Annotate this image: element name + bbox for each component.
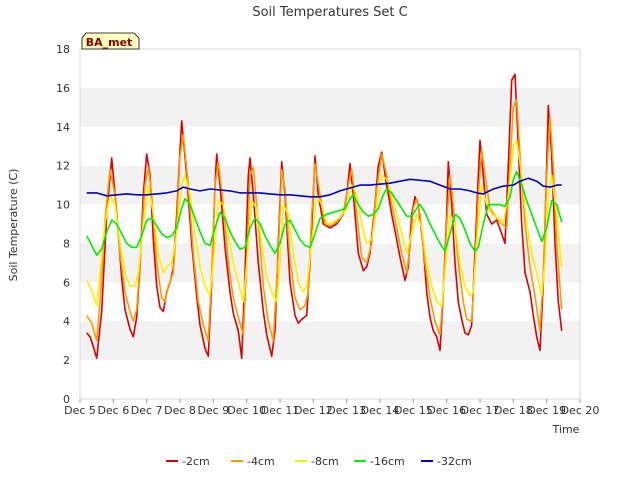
x-tick-label: Dec 7 [131,404,163,417]
y-tick-label: 8 [63,237,70,250]
grid-band [80,321,580,361]
grid-band [80,204,580,244]
y-tick-label: 18 [56,43,70,56]
y-tick-label: 2 [63,354,70,367]
station-badge: BA_met [81,32,140,50]
y-tick-label: 14 [56,121,70,134]
grid-band [80,165,580,205]
x-tick-label: Dec 17 [461,404,500,417]
x-tick-label: Dec 8 [164,404,196,417]
x-tick-label: Dec 11 [261,404,300,417]
x-tick-label: Dec 6 [97,404,129,417]
x-tick-label: Dec 10 [227,404,266,417]
y-tick-label: 12 [56,160,70,173]
y-tick-label: 0 [63,393,70,406]
y-tick-label: 16 [56,82,70,95]
background-bands [79,48,581,400]
legend-label: -4cm [247,455,275,468]
x-tick-label: Dec 13 [327,404,366,417]
legend: -2cm -4cm -8cm -16cm -32cm [166,455,472,468]
y-axis-label: Soil Temperature (C) [7,169,20,282]
x-tick-label: Dec 15 [394,404,433,417]
grid-band [80,126,580,166]
legend-label: -32cm [437,455,472,468]
station-badge-label: BA_met [86,36,133,49]
x-tick-label: Dec 14 [361,404,400,417]
legend-label: -8cm [311,455,339,468]
grid-band [80,360,580,399]
grid-band [80,243,580,283]
grid-band [80,49,580,88]
series-line-minus-16cm [85,170,563,256]
plot-frame [79,48,581,400]
y-tick-label: 4 [63,315,70,328]
y-axis-ticks: 0 2 4 6 8 10 12 14 16 18 [56,43,70,406]
series-lines [85,73,563,360]
x-tick-label: Dec 18 [494,404,533,417]
x-tick-label: Dec 20 [561,404,600,417]
chart-title: Soil Temperatures Set C [252,5,407,20]
x-tick-label: Dec 19 [527,404,566,417]
series-line-minus-32cm [86,177,562,198]
x-tick-label: Dec 12 [294,404,333,417]
legend-label: -16cm [370,455,405,468]
x-axis-label: Time [552,423,580,436]
x-tick-label: Dec 9 [197,404,229,417]
grid-band [80,282,580,322]
grid-band [80,87,580,127]
series-line-minus-8cm [85,139,563,307]
y-tick-label: 6 [63,276,70,289]
y-tick-label: 10 [56,199,70,212]
x-tick-label: Dec 16 [427,404,466,417]
legend-label: -2cm [182,455,210,468]
x-tick-label: Dec 5 [64,404,96,417]
